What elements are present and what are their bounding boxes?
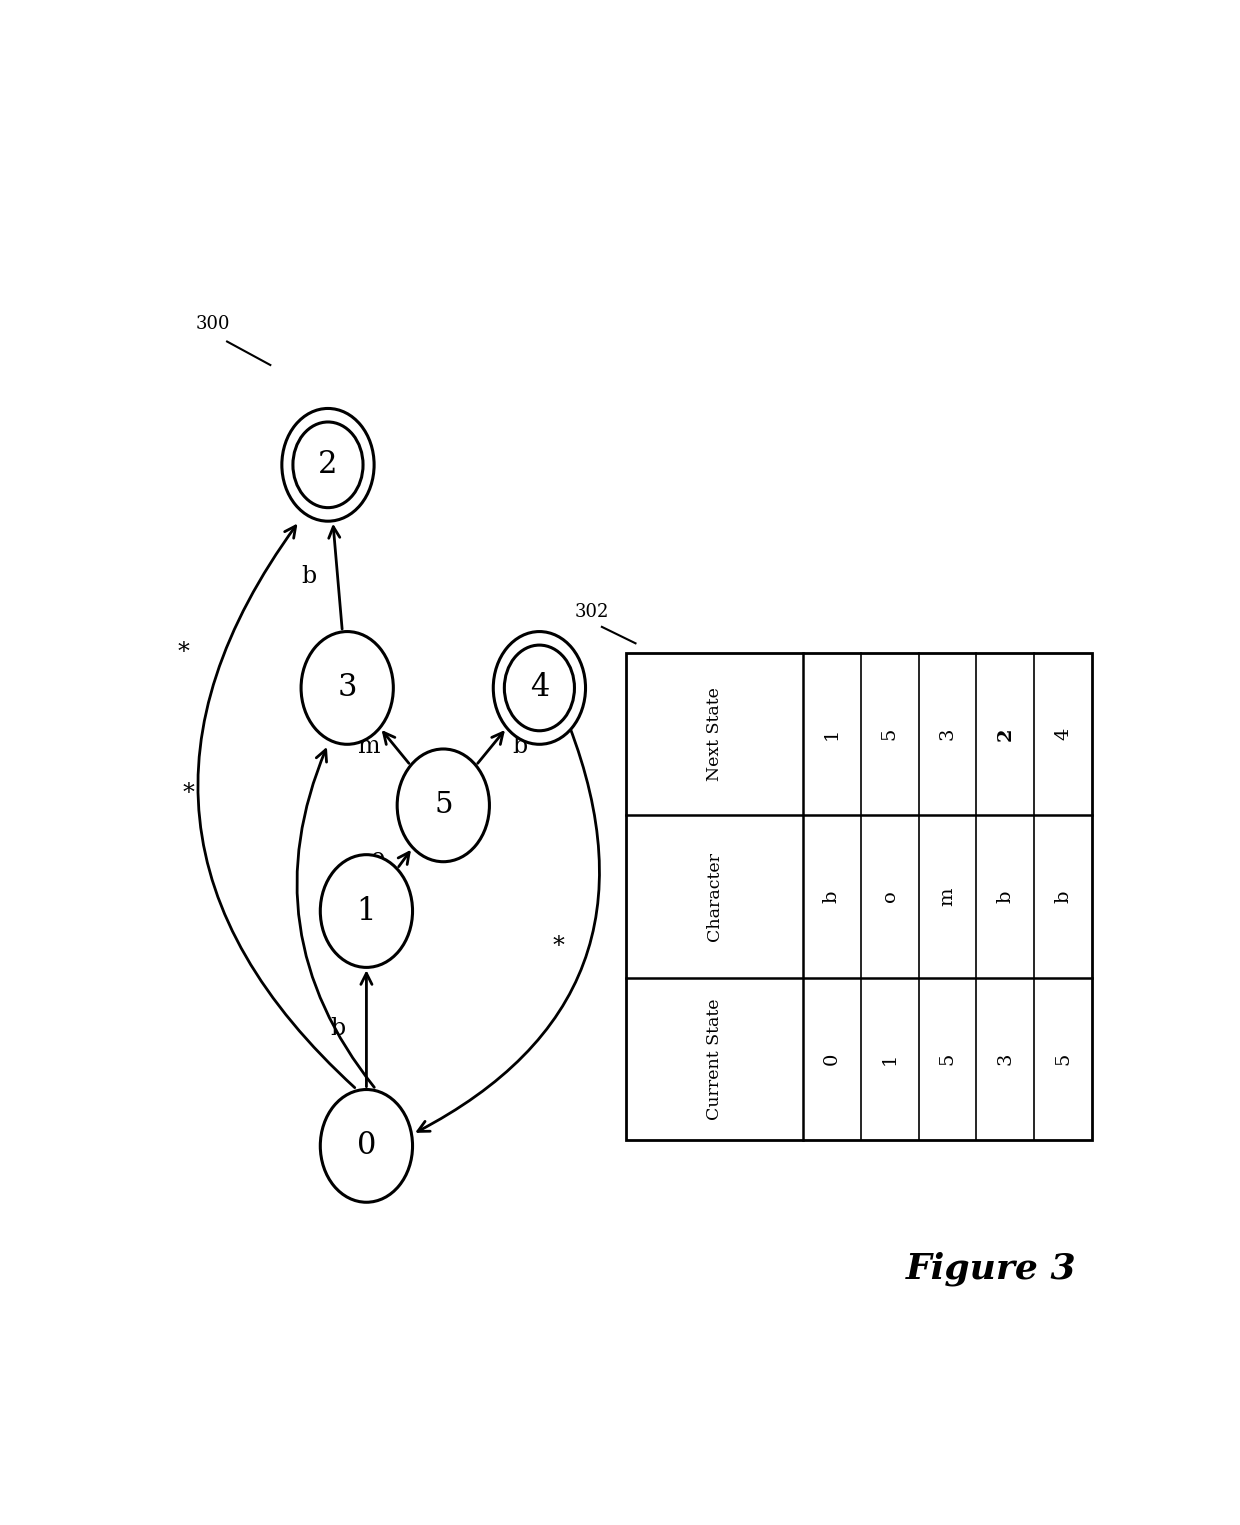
Text: b: b	[996, 891, 1014, 903]
Text: *: *	[182, 782, 195, 805]
Text: 0: 0	[357, 1130, 376, 1162]
Text: 0: 0	[823, 1052, 841, 1064]
Text: 1: 1	[880, 1052, 899, 1064]
Text: 302: 302	[575, 602, 609, 621]
Text: 3: 3	[337, 673, 357, 703]
Circle shape	[494, 631, 585, 744]
Text: o: o	[371, 846, 384, 869]
Text: m: m	[939, 888, 956, 906]
Text: *: *	[553, 935, 564, 958]
Circle shape	[320, 854, 413, 967]
Text: 1: 1	[823, 727, 841, 740]
Circle shape	[281, 409, 374, 522]
Text: Figure 3: Figure 3	[905, 1252, 1076, 1287]
Text: Next State: Next State	[706, 686, 723, 781]
Text: 4: 4	[529, 673, 549, 703]
Text: 2: 2	[996, 727, 1014, 741]
FancyArrowPatch shape	[198, 526, 355, 1087]
Text: 4: 4	[1054, 727, 1073, 740]
Text: 300: 300	[196, 314, 229, 332]
Text: o: o	[880, 891, 899, 903]
Text: 5: 5	[434, 791, 453, 819]
Text: b: b	[1054, 891, 1073, 903]
Circle shape	[320, 1089, 413, 1202]
Text: Current State: Current State	[706, 997, 723, 1119]
Bar	[626, 653, 1092, 1141]
Text: *: *	[177, 640, 190, 665]
FancyArrowPatch shape	[296, 750, 374, 1087]
Text: b: b	[301, 564, 316, 587]
Text: 3: 3	[939, 727, 956, 740]
Text: 2: 2	[319, 450, 337, 480]
Text: b: b	[823, 891, 841, 903]
Text: b: b	[512, 735, 528, 758]
Text: 5: 5	[880, 727, 899, 740]
Circle shape	[301, 631, 393, 744]
Text: m: m	[357, 735, 379, 758]
Circle shape	[397, 749, 490, 862]
Text: Character: Character	[706, 852, 723, 941]
Text: 5: 5	[939, 1052, 956, 1064]
Text: 3: 3	[996, 1052, 1014, 1064]
Text: b: b	[330, 1017, 345, 1040]
Text: 5: 5	[1054, 1052, 1073, 1064]
FancyArrowPatch shape	[418, 726, 599, 1132]
Text: 1: 1	[357, 895, 376, 927]
